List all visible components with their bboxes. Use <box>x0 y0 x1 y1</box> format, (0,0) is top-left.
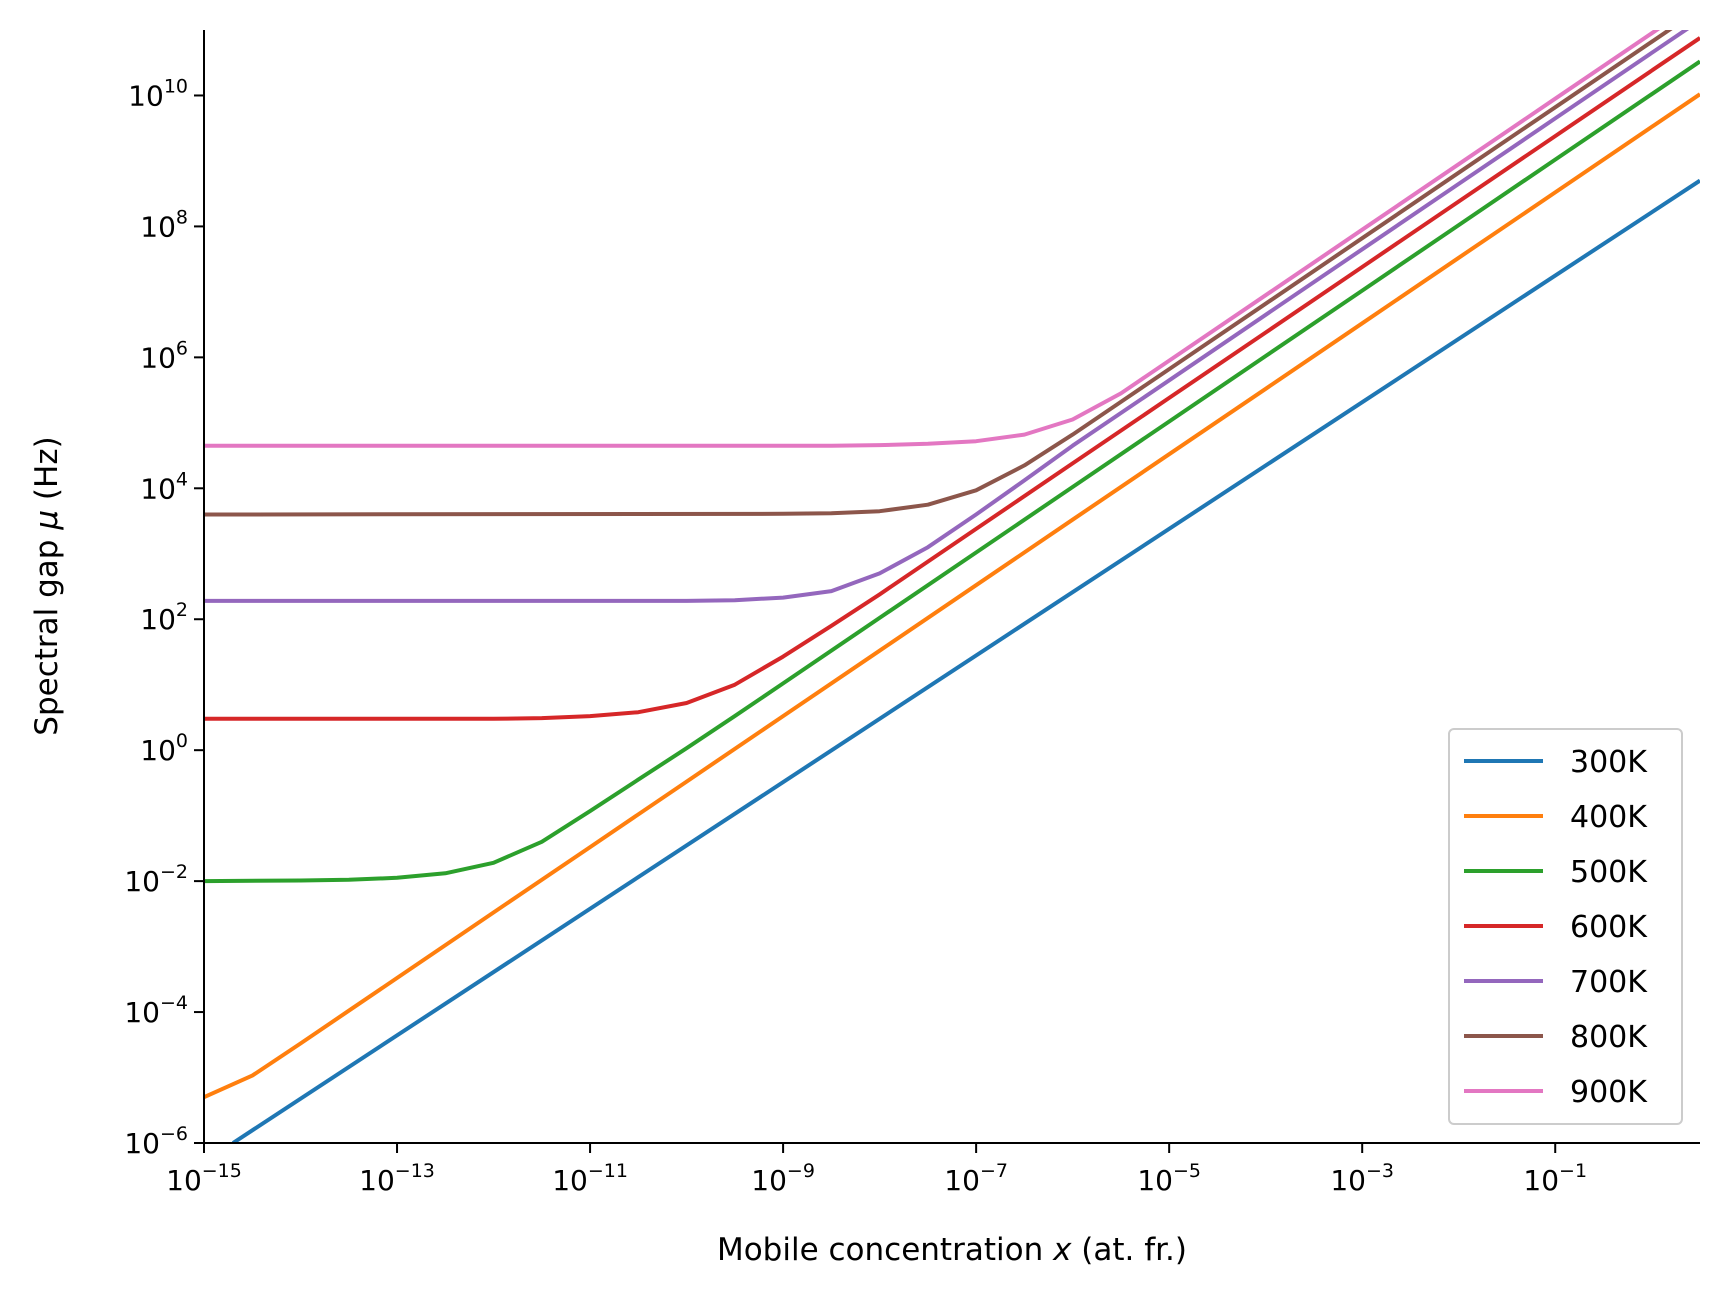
legend-label: 700K <box>1570 965 1648 1000</box>
axes-layer <box>203 30 1700 1144</box>
y-tick-label: 1010 <box>128 75 188 112</box>
x-tick-label: 10−5 <box>1137 1160 1201 1197</box>
legend-label: 900K <box>1570 1075 1648 1110</box>
series-line-800k <box>204 30 1673 517</box>
legend-item-300k: 300K <box>1464 745 1648 780</box>
x-tick-label: 10−7 <box>944 1160 1008 1197</box>
y-ticks: 10−6 10−4 10−2 100 102 104 106 108 1010 <box>124 75 204 1160</box>
x-tick-label: 10−13 <box>359 1160 435 1197</box>
y-tick-label: 10−2 <box>124 861 188 898</box>
y-axis-title: Spectral gap μ (Hz) <box>29 436 65 735</box>
legend-item-700k: 700K <box>1464 965 1648 1000</box>
series-layer <box>204 30 1700 1143</box>
legend-label: 500K <box>1570 855 1648 890</box>
x-tick-label: 10−1 <box>1523 1160 1587 1197</box>
x-tick-label: 10−15 <box>166 1160 242 1197</box>
legend-label: 600K <box>1570 910 1648 945</box>
y-tick-label: 104 <box>140 468 188 505</box>
legend-item-900k: 900K <box>1464 1075 1648 1110</box>
legend-label: 300K <box>1570 745 1648 780</box>
legend: 300K 400K 500K 600K 700K 800K 900K <box>1448 728 1683 1125</box>
y-tick-label: 100 <box>140 730 188 767</box>
x-ticks: 10−15 10−13 10−11 10−9 10−7 10−5 10−3 10−1 <box>166 1143 1587 1197</box>
series-line-700k <box>204 30 1690 603</box>
series-line-300k <box>231 178 1700 1143</box>
legend-label: 800K <box>1570 1020 1648 1055</box>
series-line-400k <box>204 92 1700 1100</box>
x-axis-title: Mobile concentration x (at. fr.) <box>717 1232 1187 1268</box>
y-tick-label: 10−4 <box>124 992 188 1029</box>
x-tick-label: 10−11 <box>552 1160 628 1197</box>
legend-label: 400K <box>1570 800 1648 835</box>
legend-item-500k: 500K <box>1464 855 1648 890</box>
legend-item-800k: 800K <box>1464 1020 1648 1055</box>
x-tick-label: 10−3 <box>1330 1160 1394 1197</box>
series-line-500k <box>204 59 1700 884</box>
y-tick-label: 10−6 <box>124 1123 188 1160</box>
legend-item-400k: 400K <box>1464 800 1648 835</box>
y-tick-label: 106 <box>140 337 188 374</box>
y-tick-label: 108 <box>140 206 188 243</box>
series-line-600k <box>204 36 1700 721</box>
y-tick-label: 102 <box>140 599 188 636</box>
legend-frame <box>1448 728 1683 1125</box>
x-tick-label: 10−9 <box>751 1160 815 1197</box>
legend-item-600k: 600K <box>1464 910 1648 945</box>
series-line-900k <box>204 30 1661 448</box>
